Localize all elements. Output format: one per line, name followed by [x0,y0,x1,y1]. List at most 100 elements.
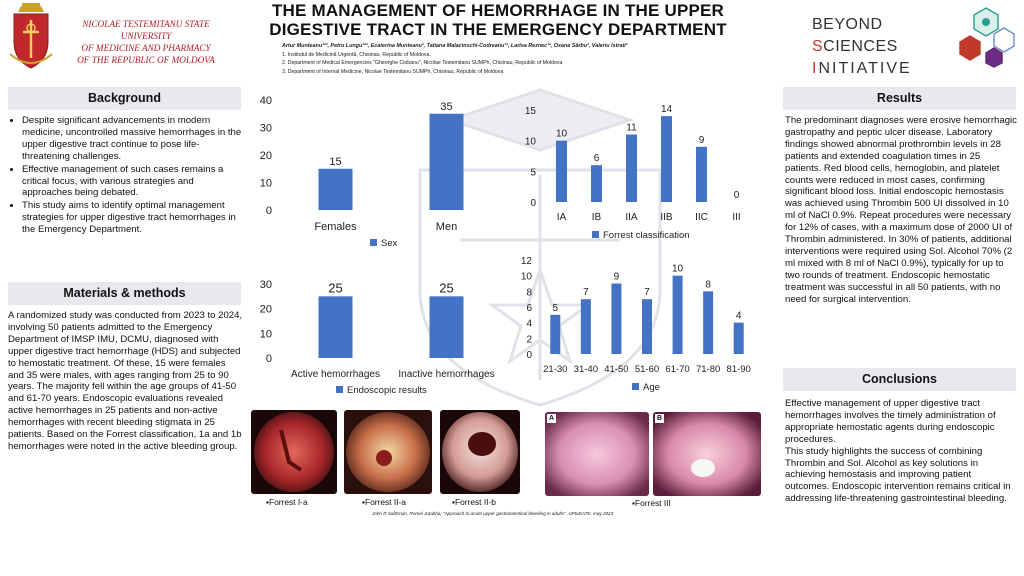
bar [696,146,707,202]
category-label: IB [592,212,602,223]
affiliation-2: 2. Department of Medical Emergencies "Gh… [282,60,563,67]
endoscopy-photo-forrest-iib [440,410,520,494]
background-bullet-2: Effective management of such cases remai… [22,164,244,200]
legend-label: Sex [381,238,398,249]
category-label: 51-60 [635,364,659,375]
bar [429,113,464,210]
brand-word-nitiative: NITIATIVE [818,60,912,77]
bar [661,116,672,202]
category-label: 71-80 [696,364,720,375]
y-tick-label: 0 [526,350,532,361]
brand-letter-i: I [812,60,819,77]
data-label: 35 [440,101,452,113]
y-tick-label: 2 [526,334,532,345]
bar [318,168,353,210]
brand-logo-text: BEYOND SCIENCES INITIATIVE [812,14,962,80]
y-tick-label: 30 [260,123,272,135]
university-name-line-1: NICOLAE TESTEMITANU STATE UNIVERSITY [82,19,210,41]
bar [318,296,353,358]
watermark-crest-icon [418,88,662,407]
caption-forrest-iia: ▪Forrest II-a [362,497,406,507]
caption-forrest-iib: ▪Forrest II-b [452,497,496,507]
data-label: 9 [614,272,620,283]
bar [429,296,464,358]
category-label: 31-40 [574,364,598,375]
y-tick-label: 20 [260,150,272,162]
affiliation-3: 3. Department of Internal Medicine, Nico… [282,68,504,75]
legend-label: Forrest classification [603,230,690,241]
panel-label-b: B [655,414,664,423]
category-label: Men [436,221,457,233]
legend-label: Endoscopic results [347,385,427,396]
category-label: 61-70 [665,364,689,375]
y-tick-label: 0 [266,205,272,217]
caption-forrest-iia-text: Forrest II-a [364,497,406,507]
sex-bar-chart: 0 10 20 30 40 15 Females 35 Men Sex [260,95,464,249]
bar [703,291,714,354]
category-label: Inactive hemorrhages [398,369,494,380]
data-label: 0 [734,190,740,201]
category-label: 81-90 [727,364,751,375]
brand-word-beyond: BEYOND [812,16,883,33]
category-label: Females [314,221,357,233]
university-name-line-3: OF THE REPUBLIC OF MOLDOVA [77,55,215,65]
category-label: IIC [695,212,708,223]
endoscopy-photo-b [653,412,761,496]
data-label: 25 [439,280,453,295]
bar [591,165,602,202]
methods-text: A randomized study was conducted from 20… [8,310,243,452]
data-label: 9 [699,135,705,146]
y-tick-label: 10 [260,178,272,190]
background-bullet-1: Despite significant advancements in mode… [22,115,244,163]
bar [550,314,561,354]
category-label: IA [557,212,567,223]
caption-forrest-iii: ▪Forrest III [632,498,671,508]
y-tick-label: 10 [525,137,537,148]
panel-label-a: A [547,414,556,423]
data-label: 10 [556,129,568,140]
age-bar-chart: 0 2 4 6 8 10 12 5 21-30 7 31-40 9 41-50 7 51-60 10 61-70… [521,256,751,393]
y-tick-label: 10 [521,272,533,283]
y-tick-label: 5 [530,167,536,178]
bar [556,140,567,202]
author-list: Artur Munteanu¹²³, Petru Lungu¹²², Ecate… [282,43,628,49]
data-label: 7 [644,287,650,298]
brand-letter-s: S [812,38,824,55]
category-label: III [732,212,740,223]
legend-swatch [370,239,377,246]
y-tick-label: 4 [526,319,532,330]
y-tick-label: 0 [266,353,272,365]
background-heading: Background [8,87,241,110]
category-label: Active hemorrhages [291,369,380,380]
bar [672,275,683,354]
bar [642,299,652,354]
data-label: 14 [661,104,673,115]
y-tick-label: 8 [526,287,532,298]
legend-label: Age [643,382,660,393]
poster-title-line-2: DIGESTIVE TRACT IN THE EMERGENCY DEPARTM… [269,20,727,39]
poster-header [0,0,1024,92]
image-reference: John R Saltzman, Romel Jutabha, "Approac… [372,511,614,516]
conclusions-section: Effective management of upper digestive … [785,398,1018,505]
affiliation-1: 1. Institutul de Medicină Urgentă, Chisi… [282,51,431,58]
authors-block: Artur Munteanu¹²³, Petru Lungu¹²², Ecate… [282,42,782,76]
data-label: 5 [553,303,559,314]
background-section: Despite significant advancements in mode… [8,115,244,237]
legend-swatch [592,231,599,238]
data-label: 7 [583,287,589,298]
data-label: 4 [736,311,742,322]
caption-forrest-ia: ▪Forrest I-a [266,497,308,507]
y-tick-label: 0 [530,198,536,209]
y-tick-label: 40 [260,95,272,107]
category-label: IIA [625,212,638,223]
caption-forrest-iib-text: Forrest II-b [454,497,496,507]
forrest-bar-chart: 0 5 10 15 10 IA 6 IB 11 IIA 14 IIB 9 IIC 0 III Forrest c… [525,104,741,241]
endoscopy-photo-a [545,412,649,496]
data-label: 11 [626,123,637,134]
poster-title-line-1: THE MANAGEMENT OF HEMORRHAGE IN THE UPPE… [271,1,725,20]
data-label: 8 [705,279,711,290]
y-tick-label: 12 [521,256,533,267]
caption-forrest-ia-text: Forrest I-a [268,497,308,507]
conclusions-heading: Conclusions [783,368,1016,391]
endoscopic-results-bar-chart: 0 10 20 30 25 Active hemorrhages 25 Inactive he… [260,279,495,396]
